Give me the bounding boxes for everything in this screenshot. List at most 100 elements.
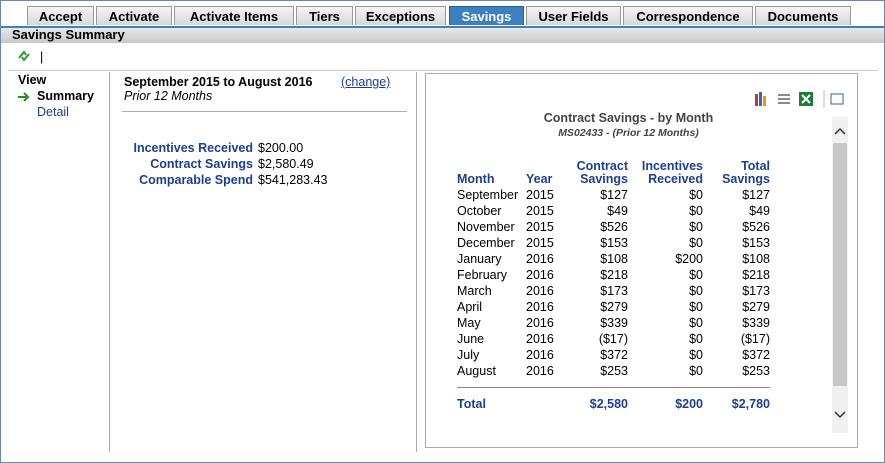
table-cell: $0 [689, 204, 703, 218]
refresh-icon[interactable] [16, 48, 34, 64]
table-cell: May [457, 316, 481, 330]
table-cell: $49 [749, 204, 770, 218]
table-cell: $127 [600, 188, 628, 202]
total-cell: Total [457, 397, 486, 411]
tab[interactable]: User Fields [526, 6, 621, 25]
table-cell: October [457, 204, 502, 218]
table-cell: $0 [689, 188, 703, 202]
column-header: Month [457, 172, 495, 186]
table-cell: 2016 [526, 284, 554, 298]
period-subtitle: Prior 12 Months [124, 89, 213, 103]
table-cell: $279 [742, 300, 770, 314]
change-link[interactable]: (change) [341, 75, 391, 89]
scroll-arrows[interactable] [832, 123, 848, 423]
summary-value: $2,580.49 [258, 157, 314, 171]
table-cell: June [457, 332, 485, 346]
table-cell: $218 [742, 268, 770, 282]
table-cell: $0 [689, 220, 703, 234]
table-cell: $0 [689, 284, 703, 298]
tab[interactable]: Activate [96, 6, 172, 25]
column-header: Incentives Received [641, 159, 703, 186]
nav-item[interactable]: Summary [37, 89, 94, 103]
table-cell: January [457, 252, 502, 266]
current-arrow [18, 92, 30, 102]
table-cell: $279 [600, 300, 628, 314]
table-cell: February [457, 268, 508, 282]
table-cell: $153 [742, 236, 770, 250]
table-cell: 2015 [526, 204, 554, 218]
table-cell: ($17) [598, 332, 628, 346]
scrollbar-thumb[interactable] [833, 143, 847, 386]
column-header: Total Savings [722, 159, 770, 186]
total-cell: $200 [675, 397, 703, 411]
table-cell: 2016 [526, 316, 554, 330]
column-header: Year [526, 172, 553, 186]
table-cell: $253 [600, 364, 628, 378]
toolbar-separator: | [40, 50, 44, 64]
table-cell: $372 [600, 348, 628, 362]
table-cell: 2016 [526, 332, 554, 346]
report-box [425, 73, 858, 448]
table-cell: August [457, 364, 496, 378]
table-cell: 2015 [526, 220, 554, 234]
report-title: Contract Savings - by Month [543, 111, 714, 125]
table-cell: $0 [689, 300, 703, 314]
divider [8, 70, 878, 71]
table-cell: $526 [742, 220, 770, 234]
table-cell: $108 [600, 252, 628, 266]
tab[interactable]: Documents [755, 6, 851, 25]
tab[interactable]: Exceptions [355, 6, 446, 25]
table-cell: $372 [742, 348, 770, 362]
report-subtitle: MS02433 - (Prior 12 Months) [558, 127, 699, 139]
total-rule [457, 387, 770, 388]
tab[interactable]: Correspondence [623, 6, 753, 25]
tab[interactable]: Activate Items [174, 6, 294, 25]
table-cell: $339 [600, 316, 628, 330]
table-cell: July [457, 348, 480, 362]
table-cell: $0 [689, 316, 703, 330]
divider [122, 111, 407, 112]
table-cell: 2016 [526, 348, 554, 362]
divider [109, 72, 110, 452]
table-cell: $0 [689, 236, 703, 250]
tab[interactable]: Tiers [296, 6, 353, 25]
table-cell: 2016 [526, 300, 554, 314]
table-cell: $526 [600, 220, 628, 234]
table-cell: $49 [607, 204, 628, 218]
table-cell: $127 [742, 188, 770, 202]
table-cell: $253 [742, 364, 770, 378]
total-cell: $2,580 [589, 397, 628, 411]
table-cell: $218 [600, 268, 628, 282]
table-cell: $0 [689, 348, 703, 362]
nav-item[interactable]: Detail [37, 105, 69, 119]
table-cell: $200 [675, 252, 703, 266]
table-cell: $108 [742, 252, 770, 266]
table-cell: March [457, 284, 492, 298]
table-cell: September [457, 188, 519, 202]
table-cell: $173 [600, 284, 628, 298]
table-cell: $0 [689, 332, 703, 346]
table-cell: $173 [742, 284, 770, 298]
divider [416, 72, 417, 452]
summary-label: Incentives Received [133, 141, 253, 155]
panel-header [1, 26, 884, 43]
table-cell: December [457, 236, 515, 250]
tab[interactable]: Savings [449, 6, 524, 25]
table-cell: 2016 [526, 364, 554, 378]
report-toolbar[interactable] [752, 90, 852, 108]
table-cell: 2015 [526, 236, 554, 250]
table-cell: $153 [600, 236, 628, 250]
table-cell: November [457, 220, 515, 234]
tab[interactable]: Accept [27, 6, 94, 25]
period: September 2015 to August 2016 [124, 75, 313, 89]
panel-title: Savings Summary [12, 27, 125, 42]
table-cell: 2015 [526, 188, 554, 202]
table-cell: $339 [742, 316, 770, 330]
table-cell: $0 [689, 364, 703, 378]
summary-value: $541,283.43 [258, 173, 328, 187]
table-cell: $0 [689, 268, 703, 282]
total-cell: $2,780 [731, 397, 770, 411]
column-header: Contract Savings [576, 159, 628, 186]
summary-label: Comparable Spend [139, 173, 253, 187]
